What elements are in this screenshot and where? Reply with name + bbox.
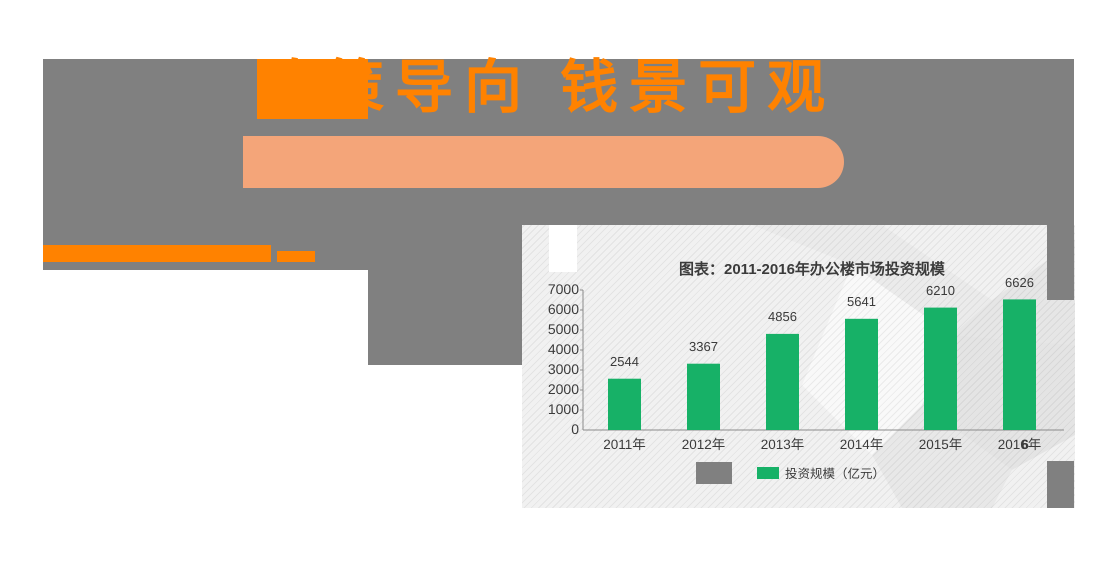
svg-text:5000: 5000 xyxy=(548,321,579,337)
svg-text:投资规模（亿元）: 投资规模（亿元） xyxy=(785,467,885,481)
svg-text:4000: 4000 xyxy=(548,341,579,357)
svg-text:0: 0 xyxy=(571,421,579,437)
svg-text:2015年: 2015年 xyxy=(919,437,963,452)
svg-text:2000: 2000 xyxy=(548,381,579,397)
svg-text:7000: 7000 xyxy=(548,281,579,297)
svg-text:2016年: 2016年 xyxy=(998,437,1042,452)
svg-text:2012年: 2012年 xyxy=(682,437,726,452)
svg-text:2013年: 2013年 xyxy=(761,437,805,452)
svg-text:2014年: 2014年 xyxy=(840,437,884,452)
svg-text:3000: 3000 xyxy=(548,361,579,377)
svg-text:2544: 2544 xyxy=(610,354,639,369)
svg-text:6210: 6210 xyxy=(926,283,955,298)
svg-text:3367: 3367 xyxy=(689,339,718,354)
svg-text:2011年: 2011年 xyxy=(603,437,646,452)
svg-text:6626: 6626 xyxy=(1005,275,1034,290)
svg-text:5641: 5641 xyxy=(847,294,876,309)
svg-text:6000: 6000 xyxy=(548,301,579,317)
svg-text:4856: 4856 xyxy=(768,309,797,324)
svg-text:6: 6 xyxy=(1021,437,1029,452)
svg-text:1000: 1000 xyxy=(548,401,579,417)
